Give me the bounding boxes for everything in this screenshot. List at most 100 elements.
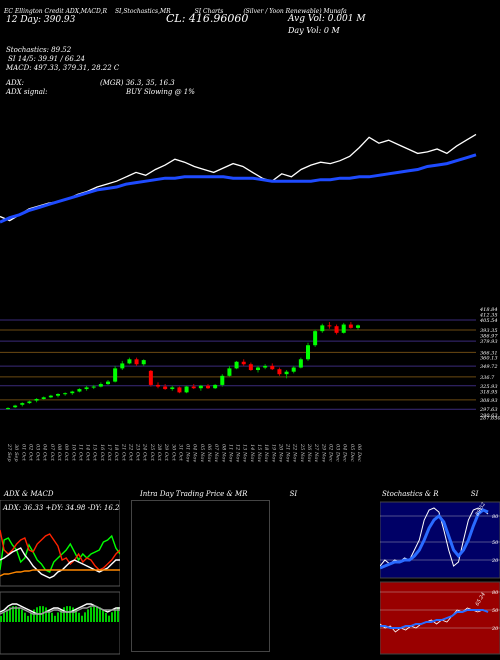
candle-up	[63, 393, 68, 395]
candle-down	[334, 326, 339, 333]
rsi-readout: SI 14/5: 39.91 / 66.24	[8, 55, 85, 63]
macd-histogram-bar	[63, 607, 65, 622]
date-tick-label: 05 Nov	[199, 444, 205, 462]
date-tick-label: 11 Oct	[77, 444, 83, 462]
date-tick-label: 03 Dec	[335, 444, 341, 462]
macd-histogram-bar	[87, 609, 89, 622]
date-tick-label: 31 Oct	[177, 444, 183, 462]
avg-vol: Avg Vol: 0.001 M	[288, 14, 366, 24]
intraday-panel	[131, 500, 270, 652]
candle-down	[327, 325, 332, 327]
candle-up	[170, 387, 175, 390]
date-tick-label: 30 Sep	[13, 444, 19, 462]
date-tick-label: 23 Oct	[135, 443, 141, 462]
date-tick-label: 21 Oct	[120, 443, 126, 462]
date-tick-label: 25 Nov	[299, 443, 305, 462]
macd-histogram-bar	[108, 615, 110, 622]
price-tick-label: 360.13	[480, 356, 498, 362]
macd-histogram-bar	[81, 615, 83, 622]
moving-average-line	[0, 153, 477, 224]
candle-up	[70, 391, 75, 394]
candle-up	[213, 384, 218, 389]
stoch-level-label: 20	[491, 558, 499, 564]
candle-up	[198, 385, 203, 389]
stoch-d-line	[380, 508, 489, 570]
date-tick-label: 03 Oct	[35, 444, 41, 462]
date-tick-label: 17 Oct	[106, 444, 112, 462]
candle-up	[91, 386, 96, 388]
stoch-frame	[380, 501, 500, 579]
macd-histogram-bar	[66, 606, 68, 622]
stoch-level-label: 80	[492, 514, 499, 520]
candle-up	[113, 368, 118, 382]
price-tick-label: 349.72	[480, 364, 498, 370]
macd-histogram-bar	[114, 609, 116, 622]
macd-histogram-bar	[84, 612, 86, 622]
price-tick-label: 318.95	[480, 390, 498, 396]
date-tick-label: 07 Oct	[49, 444, 55, 462]
adx-panel-title: ADX & MACD	[4, 490, 54, 498]
date-tick-label: 07 Nov	[213, 444, 219, 462]
rsi-level-label: 50	[492, 608, 499, 614]
macd-histogram-bar	[9, 607, 11, 622]
macd-histogram-bar	[30, 612, 32, 622]
stoch-level-label: 50	[492, 540, 499, 546]
intraday-title-rsi: SI	[289, 490, 298, 498]
adx-values: (MGR) 36.3, 35, 16.3	[100, 79, 175, 87]
adx-ref-line	[0, 569, 120, 577]
date-tick-label: 25 Oct	[149, 443, 155, 462]
macd-readout: MACD: 497.33, 379.31, 28.22 C	[6, 64, 120, 72]
macd-histogram-bar	[60, 609, 62, 622]
stochastics-readout: Stochastics: 89.52	[6, 46, 72, 54]
candle-up	[13, 405, 18, 408]
macd-histogram-bar	[24, 612, 26, 622]
macd-histogram-bar	[6, 609, 8, 622]
candle-up	[106, 381, 110, 385]
macd-histogram-bar	[90, 607, 92, 622]
candle-up	[98, 384, 103, 387]
candle-up	[84, 387, 89, 390]
price-line-chart	[0, 133, 477, 224]
price-tick-label: 405.54	[479, 318, 498, 324]
macd-histogram-bar	[45, 607, 47, 622]
price-tick-label: 418.84	[479, 307, 498, 313]
macd-histogram-bar	[111, 612, 113, 622]
date-tick-label: 09 Oct	[63, 444, 69, 462]
stoch-title-text: Stochastics & R	[382, 490, 439, 498]
date-tick-label: 24 Oct	[142, 443, 148, 462]
macd-histogram-bar	[15, 606, 17, 622]
rsi-frame	[380, 581, 500, 655]
candle-up	[20, 403, 25, 405]
candle-up	[227, 368, 232, 376]
candle-up	[320, 325, 325, 332]
date-tick-label: 26 Nov	[306, 443, 312, 462]
candle-down	[241, 361, 246, 365]
macd-histogram-bar	[0, 616, 2, 622]
candle-up	[127, 359, 132, 364]
candle-down	[248, 364, 253, 371]
date-tick-label: 05 Dec	[349, 444, 355, 462]
date-tick-label: 01 Nov	[185, 444, 191, 462]
date-tick-label: 20 Nov	[277, 443, 283, 462]
candle-up	[356, 325, 360, 328]
date-tick-label: 12 Nov	[235, 444, 241, 462]
date-tick-label: 06 Nov	[206, 444, 212, 462]
date-axis: 27 Sep 30 Sep 01 Oct 02 Oct 03 Oct 04 Oct 07 O…	[6, 443, 362, 462]
date-tick-label: 04 Dec	[342, 444, 348, 462]
macd-histogram-bar	[75, 609, 77, 622]
date-tick-label: 04 Nov	[192, 444, 198, 462]
date-tick-label: 10 Oct	[70, 444, 76, 462]
candle-up	[313, 331, 318, 346]
macd-histogram-bar	[69, 606, 71, 622]
date-tick-label: 04 Oct	[42, 444, 48, 462]
candle-up	[284, 371, 289, 375]
candle-up	[306, 345, 310, 360]
candle-down	[348, 324, 353, 328]
macd-histogram-bar	[3, 612, 5, 622]
adx-line	[0, 547, 120, 579]
candle-up	[48, 395, 53, 398]
macd-histogram-bar	[93, 606, 95, 622]
macd-histogram-bar	[51, 612, 53, 622]
candle-down	[206, 385, 210, 389]
date-tick-label: 02 Oct	[27, 444, 33, 462]
